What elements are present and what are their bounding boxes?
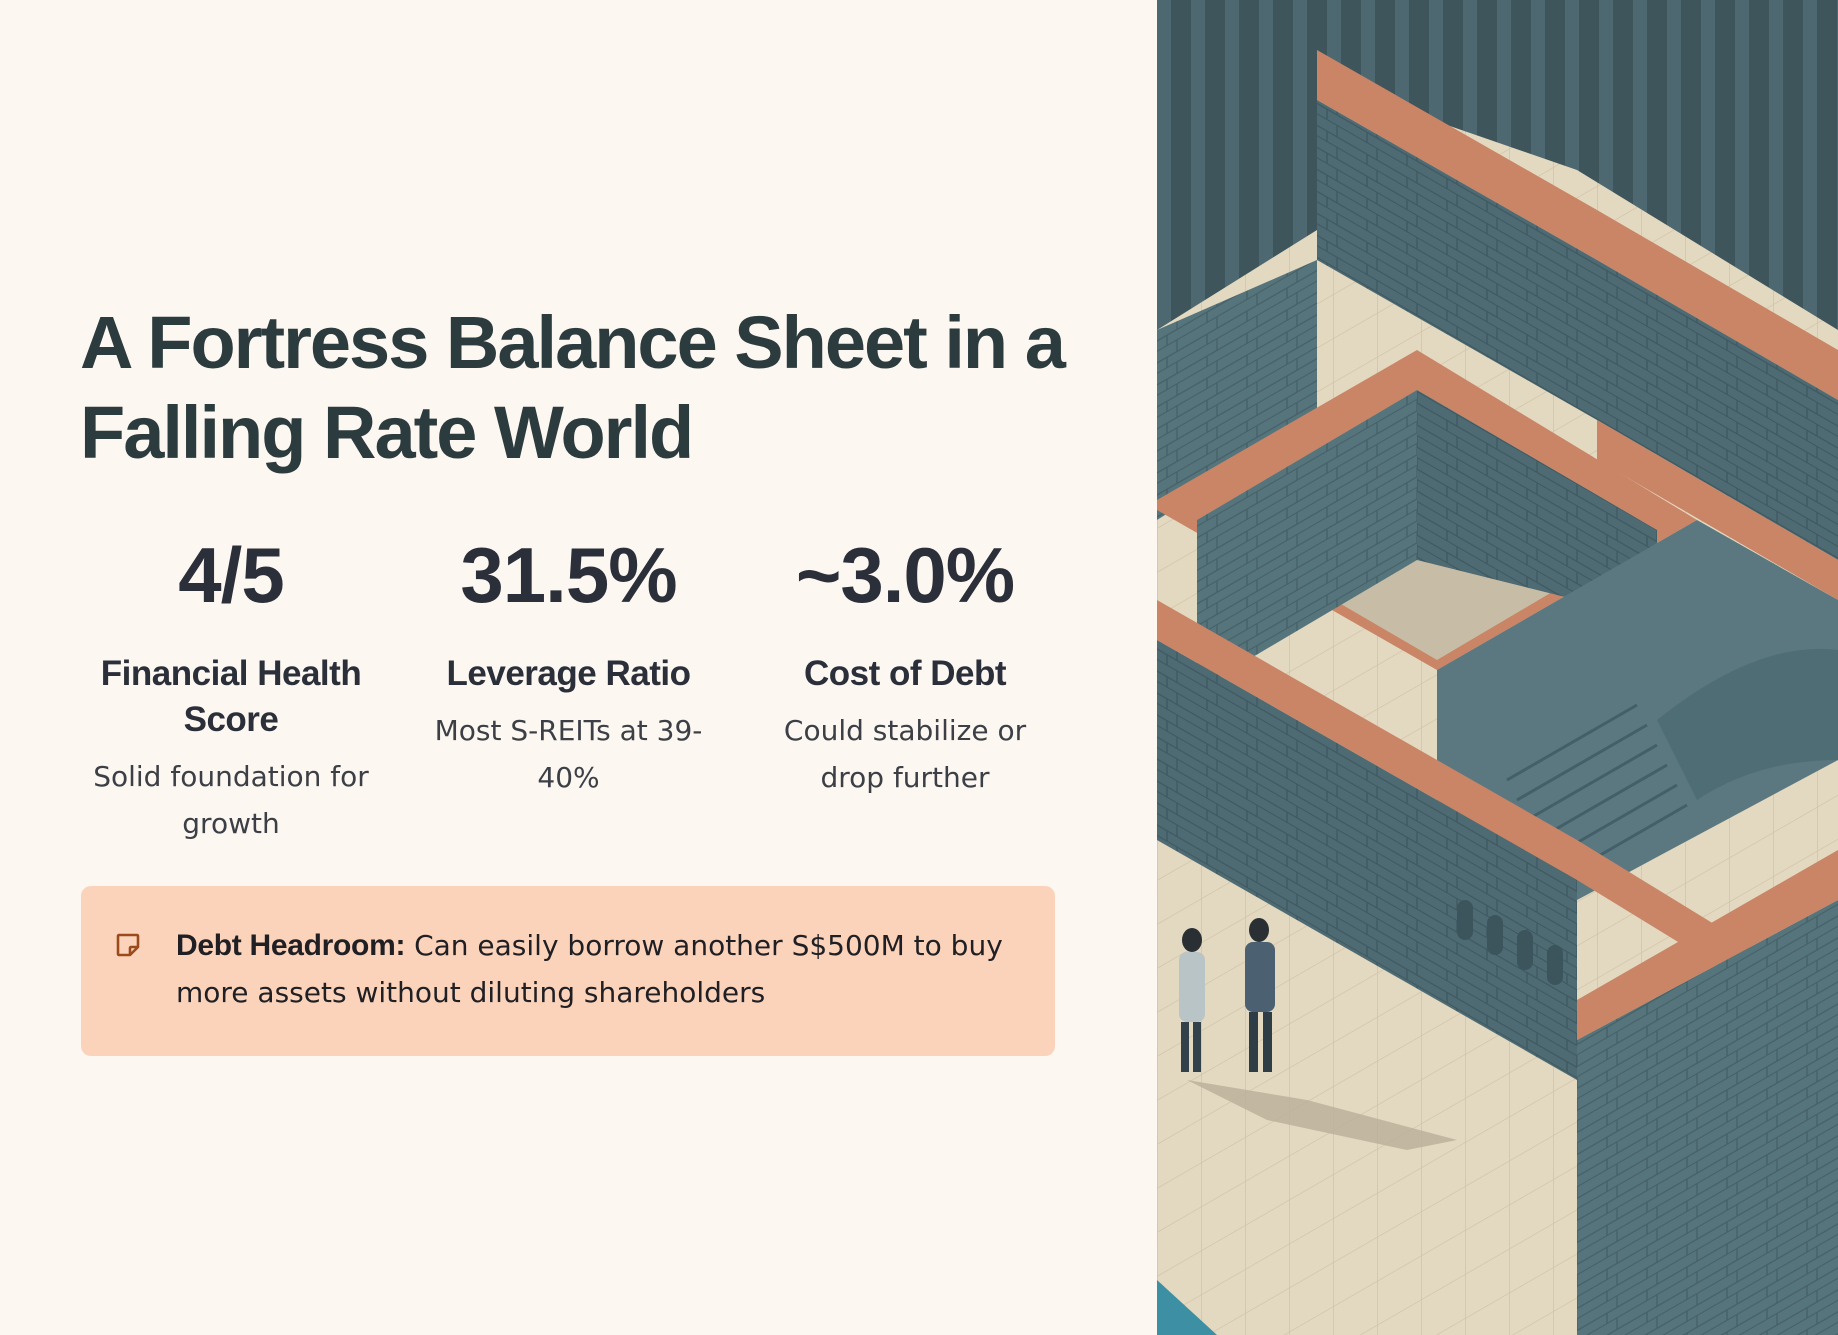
isometric-illustration (1157, 0, 1838, 1335)
metric-description: Could stabilize or drop further (783, 714, 1027, 794)
debt-headroom-callout: Debt Headroom: Can easily borrow another… (81, 886, 1055, 1056)
metric-leverage-ratio: 31.5% Leverage Ratio Most S-REITs at 39-… (420, 525, 717, 801)
callout-heading: Debt Headroom: (176, 929, 406, 962)
callout-text: Debt Headroom: Can easily borrow another… (176, 922, 1036, 1016)
content-panel: A Fortress Balance Sheet in a Falling Ra… (80, 301, 1066, 1056)
note-icon (116, 933, 140, 957)
metric-description: Solid foundation for growth (93, 760, 369, 840)
metric-label: Financial Health Score (100, 654, 362, 739)
metric-value: 31.5% (460, 531, 677, 619)
metric-label: Leverage Ratio (446, 654, 691, 693)
metric-cost-of-debt: ~3.0% Cost of Debt Could stabilize or dr… (765, 525, 1045, 801)
architecture-illustration (1157, 0, 1838, 1335)
metric-description: Most S-REITs at 39-40% (434, 714, 703, 794)
metric-value: ~3.0% (795, 531, 1015, 619)
slide-title: A Fortress Balance Sheet in a Falling Ra… (80, 301, 1066, 474)
metric-financial-health: 4/5 Financial Health Score Solid foundat… (80, 525, 382, 847)
people (1179, 918, 1275, 1072)
callout-body: Can easily borrow another S$500M to buy … (176, 929, 1003, 1009)
metric-value: 4/5 (178, 531, 284, 619)
metric-label: Cost of Debt (803, 654, 1007, 693)
